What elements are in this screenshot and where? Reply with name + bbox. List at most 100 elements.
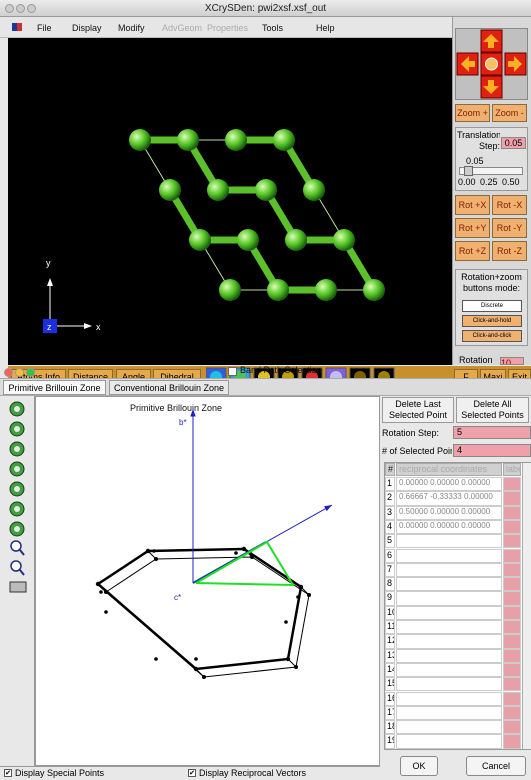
coordinate-cell[interactable] [396, 534, 502, 548]
atom [225, 129, 247, 151]
coordinate-cell[interactable] [396, 549, 502, 563]
menu-item[interactable]: Modify [118, 20, 168, 36]
menu-item[interactable]: Display [72, 20, 122, 36]
delete-button[interactable]: Delete All Selected Points [456, 397, 529, 423]
row-number: 17 [385, 706, 395, 720]
label-cell[interactable] [503, 706, 521, 720]
label-cell[interactable] [503, 606, 521, 620]
window-control[interactable] [4, 368, 13, 377]
coordinate-cell[interactable]: 0.50000 0.00000 0.00000 [396, 506, 502, 520]
rotate-icon-hole [14, 426, 20, 432]
label-cell[interactable] [503, 534, 521, 548]
rotate-button[interactable]: Rot +X [455, 195, 490, 215]
rotate-button[interactable]: Rot -Y [492, 218, 527, 238]
label-cell[interactable] [503, 520, 521, 534]
row-number: 19 [385, 734, 395, 748]
rotate-button[interactable]: Rot -X [492, 195, 527, 215]
vector-label: b* [179, 418, 187, 427]
label-cell[interactable] [503, 720, 521, 734]
zone-vertex [250, 555, 254, 559]
label-cell[interactable] [503, 549, 521, 563]
special-point [154, 657, 158, 661]
coordinate-cell[interactable] [396, 677, 502, 691]
coordinate-cell[interactable] [396, 563, 502, 577]
mode-button[interactable]: Click-and-click [462, 330, 522, 342]
row-number: 18 [385, 720, 395, 734]
row-number: 9 [385, 591, 395, 605]
zone-vertex [242, 547, 246, 551]
menu-item[interactable]: Properties [207, 20, 257, 36]
label-cell[interactable] [503, 734, 521, 748]
zone-vertex [104, 590, 108, 594]
window-control[interactable] [5, 4, 14, 13]
coordinate-cell[interactable] [396, 720, 502, 734]
zone-vertex [146, 549, 150, 553]
coordinate-cell[interactable]: 0.00000 0.00000 0.00000 [396, 520, 502, 534]
label-cell[interactable] [503, 634, 521, 648]
zoom-button[interactable]: Zoom + [455, 104, 490, 122]
coordinate-cell[interactable] [396, 591, 502, 605]
zoom-icon-handle [20, 550, 24, 555]
rotate-button[interactable]: Rot +Y [455, 218, 490, 238]
coordinate-cell[interactable]: 0.66667 -0.33333 0.00000 [396, 491, 502, 505]
checkbox-label: Display Special Points [15, 767, 185, 779]
rotate-button[interactable]: Rot -Z [492, 241, 527, 261]
coordinate-cell[interactable] [396, 706, 502, 720]
atom [219, 279, 241, 301]
coordinate-cell[interactable] [396, 577, 502, 591]
canvas-title: Primitive Brillouin Zone [130, 403, 222, 413]
checkbox[interactable]: ✔ [4, 769, 12, 777]
window-control[interactable] [26, 368, 35, 377]
window-control[interactable] [15, 368, 24, 377]
coordinate-cell[interactable] [396, 734, 502, 748]
slider-handle[interactable] [464, 166, 473, 176]
menu-item[interactable]: Help [316, 20, 366, 36]
menu-item[interactable]: Tools [262, 20, 312, 36]
label-cell[interactable] [503, 649, 521, 663]
atom [363, 279, 385, 301]
mode-button[interactable]: Discrete [462, 300, 522, 312]
special-point [104, 610, 108, 614]
label-cell[interactable] [503, 677, 521, 691]
window-control[interactable] [27, 4, 36, 13]
tab[interactable]: Primitive Brillouin Zone [3, 380, 106, 395]
special-point [99, 590, 103, 594]
label-cell[interactable] [503, 591, 521, 605]
label-cell[interactable] [503, 477, 521, 491]
window-control[interactable] [16, 4, 25, 13]
rotation-step-input[interactable]: 5 [453, 426, 531, 439]
atom [255, 179, 277, 201]
tool-column-icons [8, 400, 30, 596]
zone-vertex [299, 585, 303, 589]
mode-button[interactable]: Click-and-hold [462, 315, 522, 327]
dialog-button[interactable]: OK [400, 756, 438, 776]
label-cell[interactable] [503, 692, 521, 706]
zoom-icon-handle [20, 570, 24, 575]
label-cell[interactable] [503, 620, 521, 634]
translation-input[interactable]: 0.05 [501, 137, 526, 149]
coordinate-cell[interactable] [396, 634, 502, 648]
label-cell[interactable] [503, 563, 521, 577]
tab[interactable]: Conventional Brillouin Zone [109, 380, 229, 395]
rotate-button[interactable]: Rot +Z [455, 241, 490, 261]
coordinate-cell[interactable] [396, 649, 502, 663]
label-cell[interactable] [503, 577, 521, 591]
table-header: # [385, 463, 395, 476]
delete-button[interactable]: Delete Last Selected Point [382, 397, 454, 423]
vector-label: c* [174, 593, 181, 602]
coordinate-cell[interactable] [396, 692, 502, 706]
coordinate-cell[interactable] [396, 620, 502, 634]
checkbox[interactable]: ✔ [188, 769, 196, 777]
coordinate-cell[interactable]: 0.00000 0.00000 0.00000 [396, 477, 502, 491]
rotation-input[interactable]: 10 [500, 357, 524, 365]
brillouin-canvas: Primitive Brillouin Zone b* c* [35, 396, 380, 766]
label-cell[interactable] [503, 663, 521, 677]
label-cell[interactable] [503, 506, 521, 520]
coordinate-cell[interactable] [396, 663, 502, 677]
menu-item[interactable]: AdvGeom [162, 20, 212, 36]
atom [237, 229, 259, 251]
coordinate-cell[interactable] [396, 606, 502, 620]
label-cell[interactable] [503, 491, 521, 505]
dialog-button[interactable]: Cancel [466, 756, 526, 776]
zoom-button[interactable]: Zoom - [492, 104, 527, 122]
